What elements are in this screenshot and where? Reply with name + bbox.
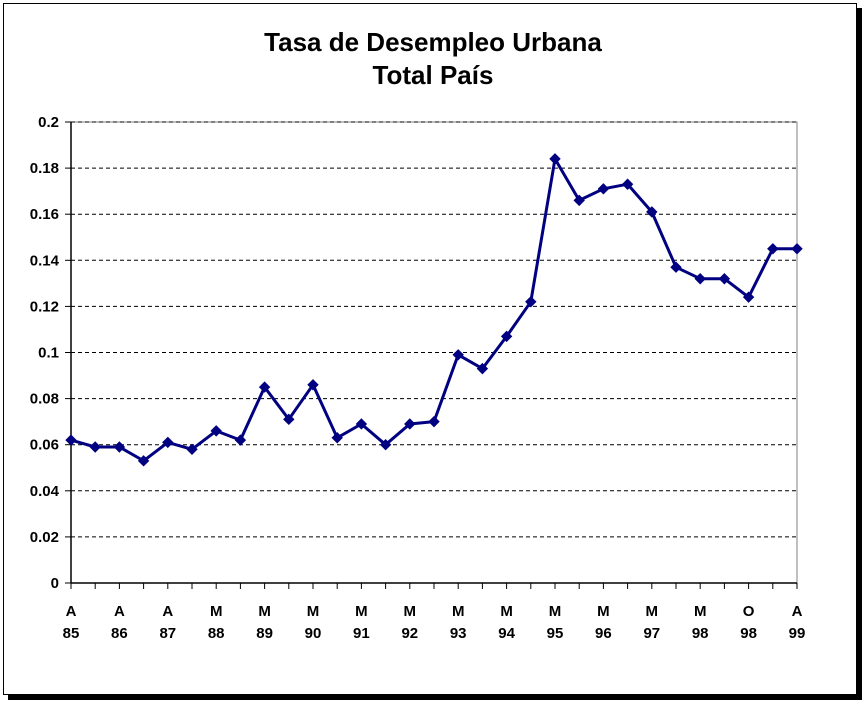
data-point <box>694 273 706 285</box>
x-tick-label-top: M <box>597 603 610 620</box>
y-tick-label: 0.1 <box>38 345 59 362</box>
data-point <box>791 243 803 255</box>
x-tick-label-top: M <box>404 603 417 620</box>
x-tick-label-bottom: 97 <box>643 625 660 642</box>
data-point <box>476 362 489 375</box>
x-tick-label-bottom: 94 <box>498 625 515 642</box>
data-point <box>137 455 150 467</box>
data-point <box>162 436 174 449</box>
x-tick-label-bottom: 86 <box>111 625 128 642</box>
data-point <box>597 183 610 195</box>
data-point <box>670 261 682 273</box>
data-point <box>186 443 198 456</box>
x-tick-label-bottom: 98 <box>692 625 709 642</box>
x-tick-label-bottom: 87 <box>159 625 176 642</box>
x-tick-label-bottom: 96 <box>595 625 612 642</box>
data-point <box>307 379 319 391</box>
x-tick-label-top: M <box>210 603 223 620</box>
x-tick-label-top: M <box>355 603 368 620</box>
y-tick-label: 0.06 <box>30 437 59 454</box>
data-point <box>234 434 247 446</box>
data-point <box>379 438 392 451</box>
x-tick-labels: A 85 A 86 A 87 M 88 M 89 M 90 M 91 M 92 M 93 M 94 M 95 M 96 M 97 M… <box>63 603 806 642</box>
data-point <box>283 413 295 426</box>
x-tick-label-top: A <box>162 603 173 620</box>
data-point <box>525 296 537 308</box>
x-tick-label-top: M <box>646 603 659 620</box>
y-tick-label: 0.2 <box>38 114 59 131</box>
data-point <box>767 243 779 255</box>
data-point <box>500 330 513 343</box>
x-tick-label-top: M <box>500 603 513 620</box>
data-point <box>718 273 731 285</box>
data-point <box>258 381 271 393</box>
data-point <box>573 194 585 207</box>
x-tick-label-top: M <box>307 603 320 620</box>
data-point <box>89 441 101 453</box>
x-tick-label-top: A <box>792 603 803 620</box>
data-point <box>428 415 440 428</box>
chart-title: Tasa de Desempleo Urbana <box>264 27 602 57</box>
x-tick-label-top: M <box>452 603 465 620</box>
axes <box>65 121 798 589</box>
data-point <box>113 441 126 453</box>
data-point <box>404 418 416 430</box>
x-tick-label-bottom: 85 <box>63 625 80 642</box>
data-point <box>452 349 464 361</box>
x-tick-label-bottom: 99 <box>789 625 806 642</box>
x-tick-label-bottom: 88 <box>208 625 225 642</box>
data-point <box>65 434 77 446</box>
data-point <box>549 153 561 165</box>
x-tick-label-top: M <box>694 603 707 620</box>
y-tick-label: 0.12 <box>30 298 59 315</box>
data-point <box>621 178 634 190</box>
x-tick-label-top: A <box>114 603 125 620</box>
x-tick-label-bottom: 89 <box>256 625 273 642</box>
y-tick-label: 0.14 <box>30 252 60 269</box>
data-point <box>742 291 755 303</box>
x-tick-label-bottom: 91 <box>353 625 370 642</box>
x-tick-label-top: A <box>66 603 77 620</box>
x-tick-label-top: M <box>258 603 271 620</box>
x-tick-label-bottom: 90 <box>305 625 322 642</box>
y-tick-label: 0.16 <box>30 206 59 223</box>
data-point <box>646 206 658 218</box>
y-tick-labels: 0 0.02 0.04 0.06 0.08 0.1 0.12 0.14 0.16 0.18 0.2 <box>30 114 60 592</box>
y-tick-label: 0.02 <box>30 529 59 546</box>
x-tick-label-bottom: 95 <box>547 625 564 642</box>
x-tick-label-top: M <box>549 603 562 620</box>
y-tick-label: 0.18 <box>30 160 59 177</box>
x-tick-label-bottom: 93 <box>450 625 467 642</box>
chart-subtitle: Total País <box>372 60 494 90</box>
x-tick-label-bottom: 92 <box>401 625 418 642</box>
data-point <box>331 432 343 444</box>
x-tick-label-top: O <box>743 603 755 620</box>
data-point <box>355 418 368 430</box>
series-unemployment <box>65 153 803 467</box>
y-tick-label: 0 <box>51 575 59 592</box>
data-point <box>210 425 222 437</box>
y-tick-label: 0.08 <box>30 391 59 408</box>
x-tick-label-bottom: 98 <box>740 625 757 642</box>
y-tick-label: 0.04 <box>30 483 60 500</box>
